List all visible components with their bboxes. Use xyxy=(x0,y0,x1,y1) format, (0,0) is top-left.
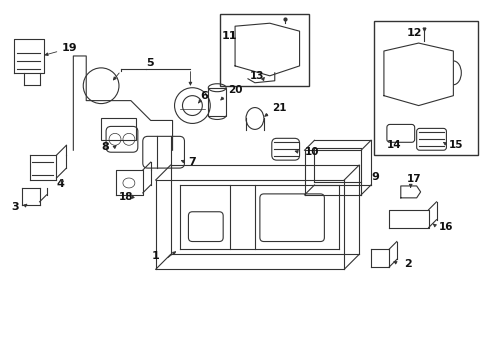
Text: 15: 15 xyxy=(447,140,462,150)
Bar xyxy=(373,21,477,155)
Text: 4: 4 xyxy=(56,179,64,189)
Text: 8: 8 xyxy=(101,142,109,152)
Text: 11: 11 xyxy=(222,31,237,41)
Text: 19: 19 xyxy=(61,43,77,53)
Text: 12: 12 xyxy=(406,28,421,38)
Bar xyxy=(220,14,309,86)
Text: 5: 5 xyxy=(145,58,153,68)
Text: 10: 10 xyxy=(304,147,318,157)
Text: 17: 17 xyxy=(406,174,421,184)
Text: 1: 1 xyxy=(151,251,159,261)
Text: 3: 3 xyxy=(12,202,20,212)
Text: 18: 18 xyxy=(119,192,133,202)
Text: 9: 9 xyxy=(370,172,378,182)
Text: 16: 16 xyxy=(438,222,452,231)
Text: 21: 21 xyxy=(271,103,285,113)
Text: 7: 7 xyxy=(188,157,196,167)
Text: 2: 2 xyxy=(403,259,411,269)
Text: 6: 6 xyxy=(200,91,208,101)
Text: 20: 20 xyxy=(228,85,242,95)
Text: 14: 14 xyxy=(386,140,401,150)
Text: 13: 13 xyxy=(249,71,264,81)
Bar xyxy=(208,88,225,116)
Bar xyxy=(101,118,136,140)
